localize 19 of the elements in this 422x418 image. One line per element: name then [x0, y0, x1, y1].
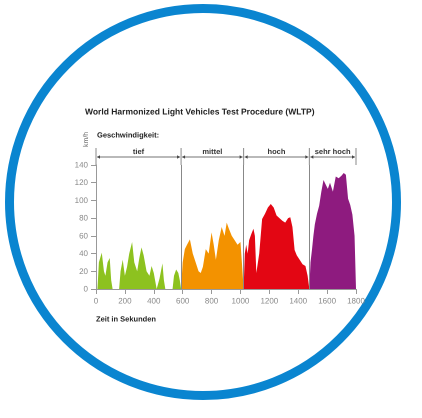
- x-tick-label: 1200: [260, 296, 279, 306]
- y-tick-label: 80: [79, 214, 89, 223]
- chart-title: World Harmonized Light Vehicles Test Procedure (WLTP): [85, 106, 315, 116]
- y-tick-label: 100: [74, 196, 89, 205]
- y-tick-label: 120: [74, 178, 89, 188]
- x-tick-label: 1400: [289, 296, 308, 306]
- y-tick-label: 40: [79, 249, 89, 258]
- x-tick-label: 0: [94, 296, 99, 306]
- x-tick-label: 200: [118, 296, 132, 306]
- x-tick-label: 400: [147, 296, 161, 306]
- y-tick-label: 20: [79, 266, 89, 276]
- x-tick-label: 1800: [347, 296, 366, 306]
- y-tick-label: 60: [79, 231, 89, 240]
- x-tick-label: 600: [176, 296, 190, 306]
- x-tick-label: 800: [204, 296, 219, 306]
- y-tick-label: 0: [84, 284, 89, 294]
- x-tick-label: 1000: [232, 296, 250, 306]
- y-tick-label: 140: [74, 160, 89, 170]
- x-tick-label: 1600: [318, 296, 337, 306]
